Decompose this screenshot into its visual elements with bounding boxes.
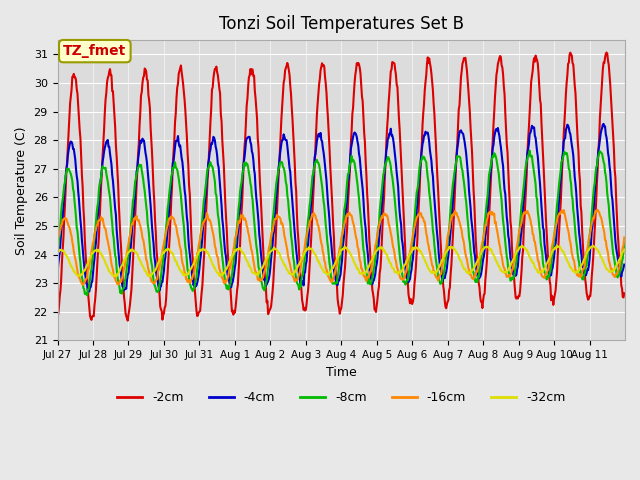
-16cm xyxy=(79,282,87,288)
Line: -8cm: -8cm xyxy=(58,151,624,295)
-8cm xyxy=(526,148,534,154)
-32cm xyxy=(275,250,282,256)
-32cm xyxy=(146,274,154,279)
-8cm xyxy=(225,286,233,291)
-16cm xyxy=(54,239,61,245)
X-axis label: Time: Time xyxy=(326,366,356,379)
-32cm xyxy=(253,272,261,278)
-16cm xyxy=(620,235,628,240)
-2cm xyxy=(54,314,61,320)
-8cm xyxy=(83,292,91,298)
Y-axis label: Soil Temperature (C): Soil Temperature (C) xyxy=(15,126,28,254)
Title: Tonzi Soil Temperatures Set B: Tonzi Soil Temperatures Set B xyxy=(219,15,464,33)
-16cm xyxy=(121,263,129,269)
-4cm xyxy=(275,166,282,171)
Line: -32cm: -32cm xyxy=(58,246,624,276)
-16cm xyxy=(253,271,261,276)
-8cm xyxy=(253,247,261,253)
-8cm xyxy=(400,278,408,284)
Line: -4cm: -4cm xyxy=(58,124,624,291)
-2cm xyxy=(400,222,408,228)
-32cm xyxy=(432,269,440,275)
-8cm xyxy=(432,256,440,262)
-16cm xyxy=(400,276,408,282)
-2cm xyxy=(124,318,132,324)
-4cm xyxy=(620,262,628,267)
-8cm xyxy=(275,166,282,172)
-2cm xyxy=(275,176,282,181)
-16cm xyxy=(432,274,440,279)
-4cm xyxy=(600,121,607,127)
-4cm xyxy=(121,286,129,291)
-32cm xyxy=(620,247,628,252)
-2cm xyxy=(225,269,233,275)
-32cm xyxy=(54,250,61,256)
-2cm xyxy=(603,49,611,55)
-4cm xyxy=(432,215,440,221)
-32cm xyxy=(225,260,233,265)
-2cm xyxy=(253,115,261,121)
-8cm xyxy=(620,240,628,246)
-2cm xyxy=(432,141,440,146)
Legend: -2cm, -4cm, -8cm, -16cm, -32cm: -2cm, -4cm, -8cm, -16cm, -32cm xyxy=(112,386,570,409)
-4cm xyxy=(86,288,93,294)
-32cm xyxy=(120,258,128,264)
Text: TZ_fmet: TZ_fmet xyxy=(63,44,127,58)
-32cm xyxy=(553,243,561,249)
-8cm xyxy=(121,279,129,285)
-2cm xyxy=(620,290,628,296)
-4cm xyxy=(253,202,261,207)
-4cm xyxy=(225,276,233,282)
-16cm xyxy=(225,269,233,275)
-4cm xyxy=(54,273,61,278)
-2cm xyxy=(120,294,128,300)
Line: -2cm: -2cm xyxy=(58,52,624,321)
-4cm xyxy=(400,259,408,265)
-16cm xyxy=(275,214,282,220)
-32cm xyxy=(400,263,408,269)
Line: -16cm: -16cm xyxy=(58,210,624,285)
-8cm xyxy=(54,251,61,257)
-16cm xyxy=(594,207,602,213)
